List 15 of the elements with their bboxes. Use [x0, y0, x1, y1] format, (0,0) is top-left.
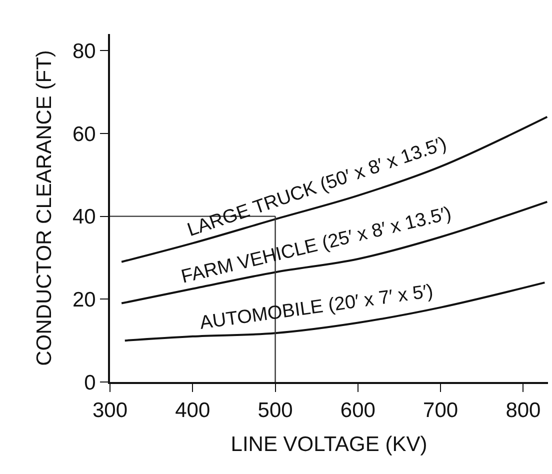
x-tick-label: 500: [258, 399, 293, 422]
x-axis-title: LINE VOLTAGE (KV): [230, 432, 428, 456]
x-tick-label: 800: [506, 399, 541, 422]
x-tick-label: 600: [340, 399, 376, 422]
x-tick-label: 400: [175, 399, 210, 422]
x-tick-label: 300: [92, 399, 128, 422]
text: AUTOMOBILE (20′ x 7′ x 5′): [198, 281, 435, 334]
x-tick-label: 700: [423, 399, 458, 422]
y-axis-title: CONDUCTOR CLEARANCE (FT): [33, 50, 56, 366]
line-series: [124, 282, 546, 342]
y-tick-label: 80: [72, 40, 96, 63]
y-tick-label: 0: [84, 371, 96, 394]
y-tick-label: 60: [72, 122, 96, 146]
y-tick-label: 20: [72, 288, 96, 312]
y-tick-label: 40: [72, 206, 96, 229]
